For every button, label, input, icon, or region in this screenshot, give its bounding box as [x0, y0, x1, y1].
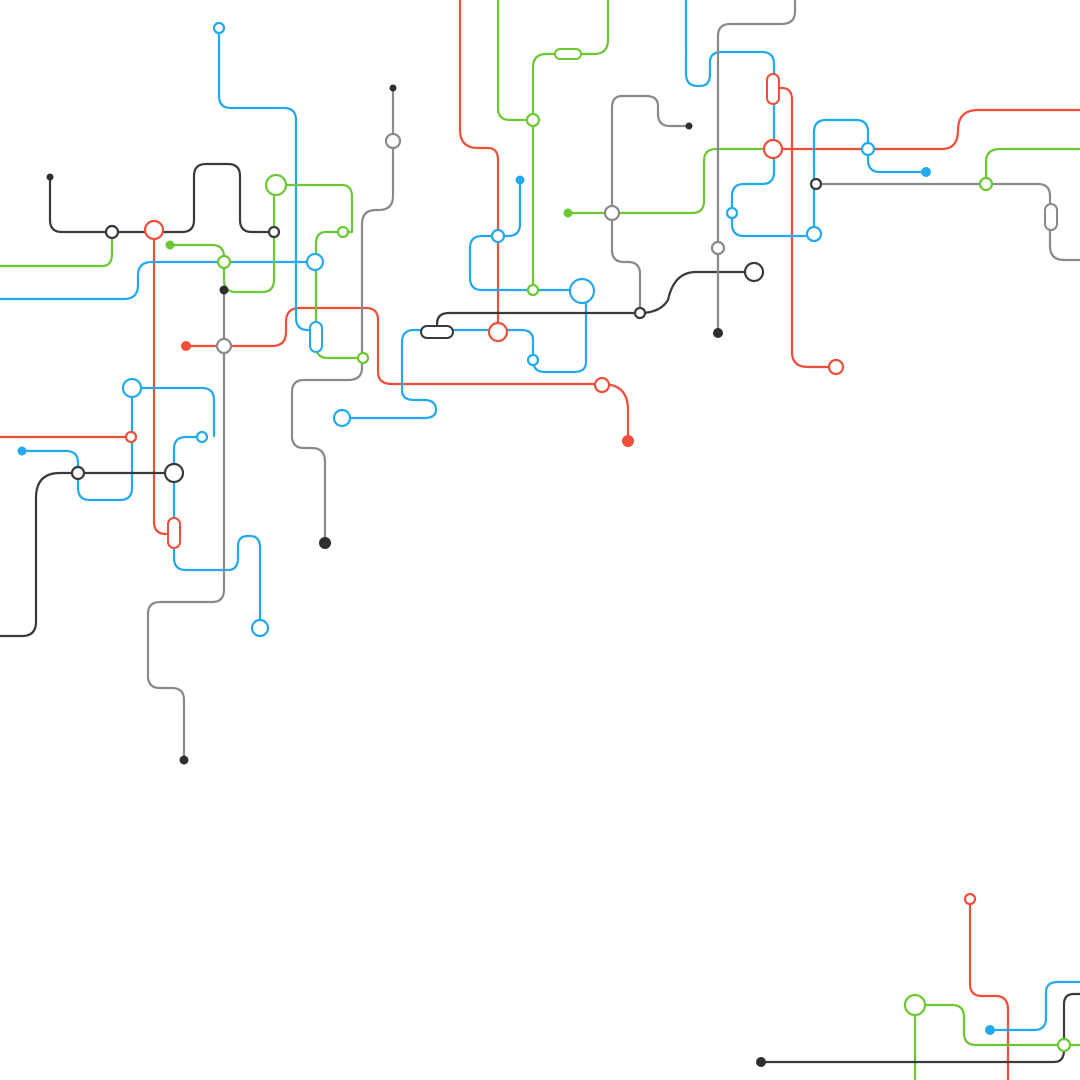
station	[526, 283, 540, 297]
blue-line-upper-left	[217, 26, 318, 332]
blue-line-left-loop-lower	[172, 435, 262, 630]
capsule-red-right	[766, 73, 780, 105]
terminal	[985, 1025, 995, 1035]
station	[860, 141, 876, 157]
terminal	[46, 173, 54, 181]
capsule-blue-left	[309, 321, 323, 353]
blue-line-top-right	[684, 0, 816, 238]
green-line-top	[496, 0, 535, 292]
station	[356, 351, 370, 365]
station	[264, 173, 288, 197]
station	[490, 228, 506, 244]
grey-line-right-vertical	[716, 0, 797, 335]
terminal	[515, 175, 525, 185]
terminal	[563, 208, 573, 218]
dark-line-center-horizontal	[435, 270, 756, 332]
green-line-bottom-right	[913, 1003, 1080, 1080]
station	[710, 240, 726, 256]
terminal	[685, 122, 693, 130]
red-line-middle	[184, 306, 630, 442]
blue-line-left-short	[20, 386, 134, 502]
station	[593, 376, 611, 394]
station	[332, 408, 352, 428]
station	[978, 176, 994, 192]
terminal	[17, 446, 27, 456]
grey-line-center-loop	[610, 94, 691, 315]
red-line-upper	[458, 0, 500, 334]
station	[827, 358, 845, 376]
station	[215, 337, 233, 355]
station	[743, 261, 765, 283]
station	[70, 465, 86, 481]
grey-line-right-horizontal	[814, 182, 1080, 262]
station	[903, 993, 927, 1017]
capsule-grey-right	[1044, 203, 1058, 231]
terminal	[219, 285, 229, 295]
station	[163, 462, 185, 484]
station	[195, 430, 209, 444]
terminal	[713, 328, 723, 338]
station	[336, 225, 350, 239]
station	[216, 254, 232, 270]
stations	[17, 21, 1072, 1067]
blue-line-center-loop	[340, 178, 588, 420]
station	[805, 225, 823, 243]
red-line-left-vertical	[152, 228, 176, 536]
station	[267, 225, 281, 239]
station-capsules	[167, 48, 1058, 549]
terminal	[179, 755, 189, 765]
station	[525, 112, 541, 128]
green-line-center-right	[566, 147, 775, 215]
grey-line-center-vertical	[290, 86, 395, 545]
dark-line-bottom-right	[759, 992, 1080, 1064]
green-line-left-loop	[168, 183, 365, 360]
red-line-bottom-right	[968, 897, 1010, 1080]
station	[603, 204, 621, 222]
station	[568, 277, 596, 305]
station	[121, 377, 143, 399]
terminal	[921, 167, 931, 177]
green-line-left	[0, 230, 114, 268]
station	[487, 321, 509, 343]
station	[384, 132, 402, 150]
terminal	[319, 537, 331, 549]
grey-line-left-vertical	[146, 288, 226, 762]
capsule-green-top	[554, 48, 582, 60]
station	[1056, 1037, 1072, 1053]
station	[143, 219, 165, 241]
terminal	[389, 84, 397, 92]
red-line-right-vertical	[771, 86, 838, 369]
blue-line-left-horizontal	[0, 260, 317, 301]
capsule-red-left	[167, 517, 181, 549]
station	[104, 224, 120, 240]
red-line-right-horizontal	[771, 108, 1080, 151]
station	[809, 177, 823, 191]
capsule-dark-center	[420, 325, 454, 339]
terminal	[756, 1057, 766, 1067]
station	[963, 892, 977, 906]
blue-line-bottom-right	[988, 980, 1080, 1032]
dark-line-upper-left	[48, 162, 276, 234]
station	[212, 21, 226, 35]
dark-line-left-bottom	[0, 471, 176, 638]
station	[762, 138, 784, 160]
station	[305, 252, 325, 272]
station	[124, 430, 138, 444]
terminal	[165, 240, 175, 250]
green-line-far-right	[984, 147, 1080, 186]
blue-line-right-loop	[812, 118, 928, 236]
terminal	[622, 435, 634, 447]
terminal	[181, 341, 191, 351]
station	[526, 353, 540, 367]
blue-line-left-loop	[130, 386, 216, 438]
station	[633, 306, 647, 320]
station	[250, 618, 270, 638]
station	[725, 206, 739, 220]
